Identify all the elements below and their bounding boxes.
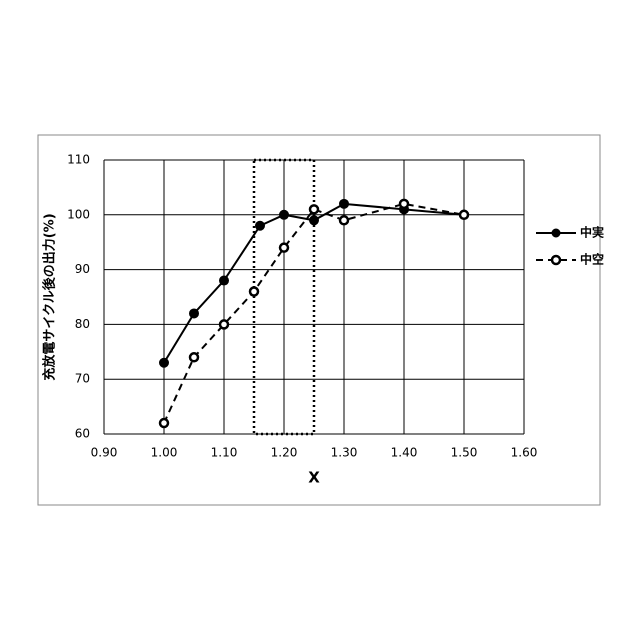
data-point bbox=[190, 353, 198, 361]
chart: X 充放電サイクル後の出力(%) 60 70 80 90 100 110 0.90 1.00 1… bbox=[0, 0, 640, 640]
data-point bbox=[160, 358, 169, 367]
y-tick-label: 70 bbox=[75, 372, 90, 386]
y-tick-label: 90 bbox=[75, 262, 90, 276]
data-point bbox=[340, 199, 349, 208]
data-point bbox=[400, 200, 408, 208]
x-tick-label: 1.30 bbox=[331, 446, 358, 460]
data-point bbox=[310, 216, 319, 225]
data-point bbox=[280, 244, 288, 252]
x-tick-label: 1.10 bbox=[211, 446, 238, 460]
x-tick-label: 1.60 bbox=[511, 446, 538, 460]
data-point bbox=[220, 276, 229, 285]
x-tick-label: 1.00 bbox=[151, 446, 178, 460]
y-tick-label: 80 bbox=[75, 317, 90, 331]
legend-label: 中空 bbox=[580, 252, 604, 267]
legend-marker bbox=[552, 256, 560, 264]
data-point bbox=[310, 205, 318, 213]
x-tick-label: 1.50 bbox=[451, 446, 478, 460]
x-axis-label: X bbox=[308, 469, 320, 487]
x-tick-label: 1.20 bbox=[271, 446, 298, 460]
data-point bbox=[460, 211, 468, 219]
legend-marker bbox=[552, 229, 560, 237]
data-point bbox=[256, 221, 265, 230]
y-axis-label: 充放電サイクル後の出力(%) bbox=[42, 213, 58, 380]
data-point bbox=[340, 216, 348, 224]
legend-label: 中実 bbox=[580, 225, 604, 240]
data-point bbox=[160, 419, 168, 427]
x-tick-label: 0.90 bbox=[91, 446, 118, 460]
y-tick-label: 60 bbox=[75, 427, 90, 441]
data-point bbox=[190, 309, 199, 318]
data-point bbox=[280, 210, 289, 219]
y-tick-label: 110 bbox=[67, 153, 90, 167]
y-tick-label: 100 bbox=[67, 207, 90, 221]
data-point bbox=[220, 320, 228, 328]
data-point bbox=[250, 288, 258, 296]
x-tick-label: 1.40 bbox=[391, 446, 418, 460]
